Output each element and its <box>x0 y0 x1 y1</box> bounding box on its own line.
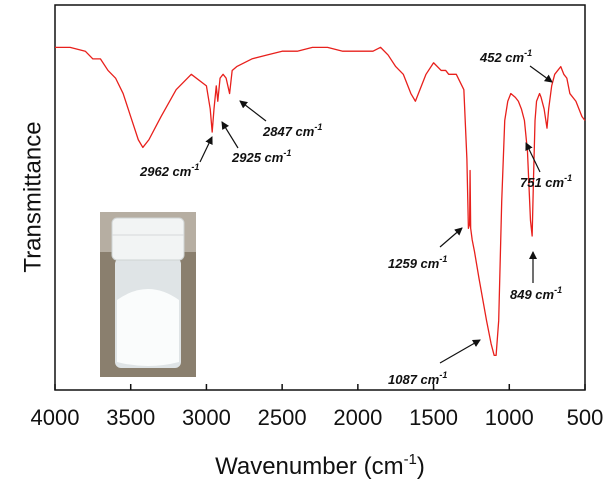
annotation-text: 2925 cm <box>231 150 284 165</box>
x-axis-label: Wavenumber (cm-1) <box>215 451 425 480</box>
x-axis-label-sup: -1 <box>404 451 417 468</box>
annotation-sup: -1 <box>191 162 199 172</box>
annotation-sup: -1 <box>314 122 322 132</box>
plot-frame <box>54 4 586 391</box>
annotation-sup: -1 <box>439 370 447 380</box>
spectrum-line <box>55 46 586 356</box>
annotation-text: 751 cm <box>520 175 565 190</box>
annotation-text: 1259 cm <box>388 256 440 271</box>
x-tick-label: 1500 <box>409 405 458 430</box>
x-tick-label: 4000 <box>31 405 80 430</box>
annotation: 751 cm-1 <box>520 173 572 190</box>
annotation-arrow <box>199 136 213 163</box>
annotation-sup: -1 <box>554 285 562 295</box>
x-tick-label: 3500 <box>106 405 155 430</box>
annotation-sup: -1 <box>439 254 447 264</box>
annotation-text: 2847 cm <box>262 124 315 139</box>
annotation: 849 cm-1 <box>510 285 562 302</box>
x-axis-label-main: Wavenumber (cm <box>215 453 403 480</box>
annotation-arrow <box>529 65 553 83</box>
annotation-arrow <box>439 227 463 248</box>
annotation: 452 cm-1 <box>479 48 532 65</box>
annotation-text: 1087 cm <box>388 372 440 387</box>
y-axis-label: Transmittance <box>19 121 46 272</box>
x-tick-label: 500 <box>567 405 604 430</box>
x-axis-label-end: ) <box>417 453 425 480</box>
annotation: 2847 cm-1 <box>262 122 322 139</box>
x-tick-label: 1000 <box>485 405 534 430</box>
annotation-sup: -1 <box>283 148 291 158</box>
vial-photo <box>100 212 196 377</box>
x-tick-label: 2000 <box>333 405 382 430</box>
annotation: 1087 cm-1 <box>388 370 447 387</box>
annotation-sup: -1 <box>524 48 532 58</box>
x-tick-label: 2500 <box>258 405 307 430</box>
annotation-text: 2962 cm <box>139 164 192 179</box>
annotation-text: 849 cm <box>510 287 555 302</box>
annotation-text: 452 cm <box>479 50 525 65</box>
annotation: 2925 cm-1 <box>231 148 291 165</box>
annotation: 2962 cm-1 <box>139 162 199 179</box>
annotation-sup: -1 <box>564 173 572 183</box>
annotation-arrow <box>239 100 267 122</box>
annotation-arrow <box>439 339 481 364</box>
annotation-arrow <box>221 121 239 149</box>
x-tick-label: 3000 <box>182 405 231 430</box>
annotation: 1259 cm-1 <box>388 254 447 271</box>
annotation-arrow <box>525 142 541 173</box>
